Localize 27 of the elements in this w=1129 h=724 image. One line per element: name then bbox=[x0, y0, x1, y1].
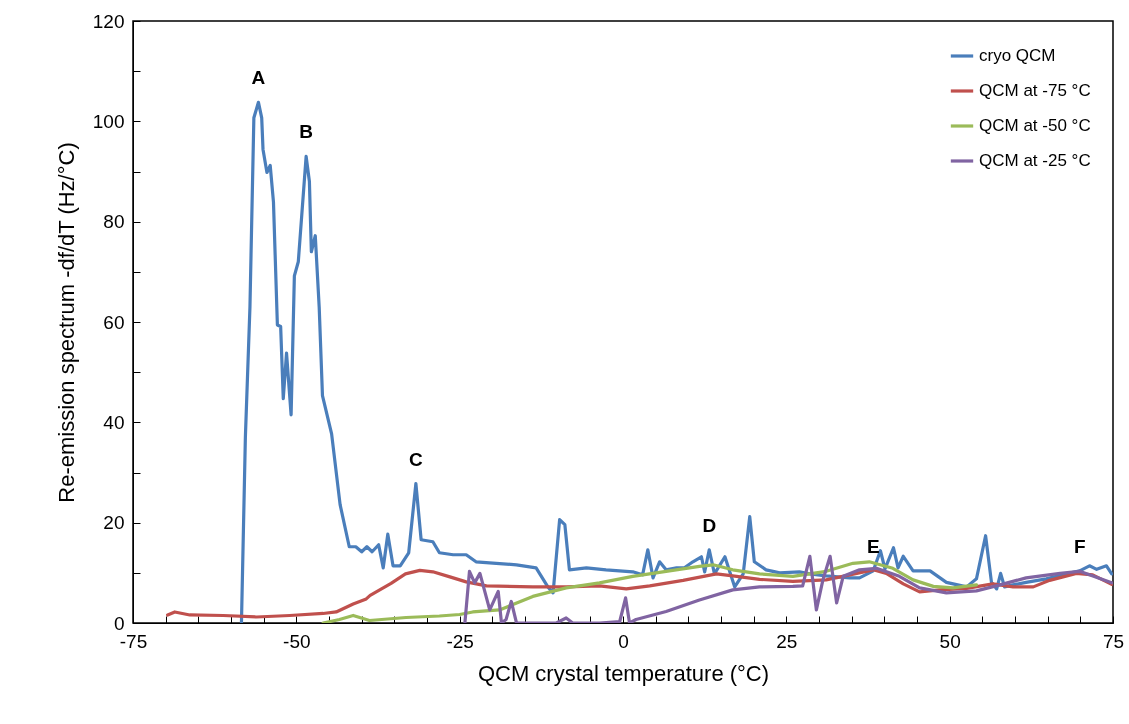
x-axis-title: QCM crystal temperature (°C) bbox=[477, 660, 770, 686]
legend-label: QCM at -75 °C bbox=[979, 81, 1091, 100]
annotation: F bbox=[1073, 535, 1086, 557]
annotation: C bbox=[409, 448, 424, 470]
legend-label: QCM at -50 °C bbox=[979, 116, 1091, 135]
x-tick-label: 0 bbox=[618, 630, 629, 652]
y-tick-label: 60 bbox=[103, 311, 125, 333]
legend-label: cryo QCM bbox=[979, 46, 1056, 65]
x-tick-label: -25 bbox=[446, 630, 474, 652]
y-tick-label: 40 bbox=[103, 411, 125, 433]
y-tick-label: 20 bbox=[103, 512, 125, 534]
y-axis-title: Re-emission spectrum -df/dT (Hz/°C) bbox=[53, 142, 79, 503]
x-tick-label: 75 bbox=[1102, 630, 1125, 652]
y-tick-label: 100 bbox=[92, 110, 125, 132]
annotation: D bbox=[702, 514, 717, 536]
legend-label: QCM at -25 °C bbox=[979, 151, 1091, 170]
x-tick-label: 25 bbox=[776, 630, 798, 652]
line-series bbox=[321, 560, 979, 623]
y-tick-label: 80 bbox=[103, 211, 125, 233]
x-tick-label: 50 bbox=[939, 630, 961, 652]
annotation: B bbox=[299, 121, 313, 143]
x-tick-label: -50 bbox=[283, 630, 311, 652]
y-tick-label: 120 bbox=[92, 10, 125, 32]
line-series bbox=[463, 554, 1113, 623]
annotation: E bbox=[866, 535, 880, 557]
annotation: A bbox=[251, 67, 266, 89]
line-series bbox=[239, 100, 1113, 623]
